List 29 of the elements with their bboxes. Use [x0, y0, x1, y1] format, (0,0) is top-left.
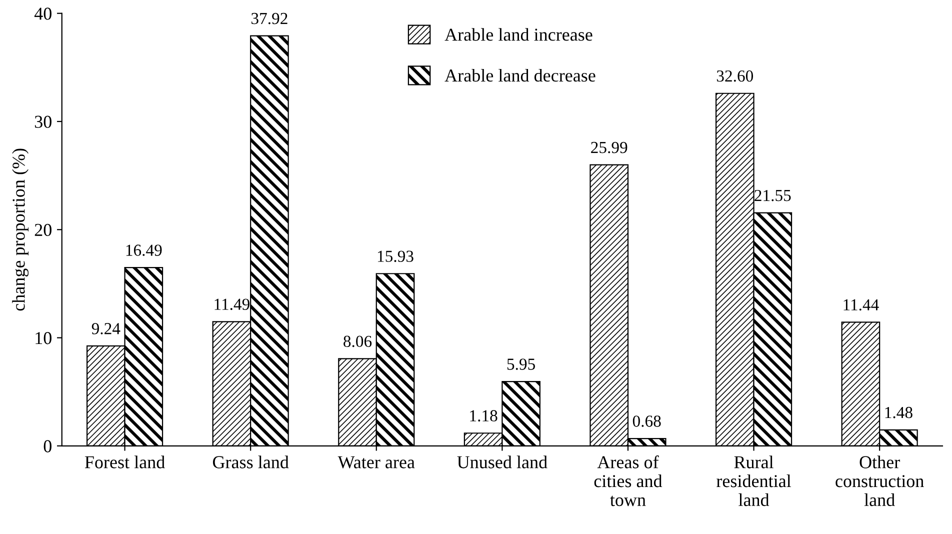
data-label: 37.92: [251, 12, 288, 24]
data-label: 21.55: [754, 190, 791, 202]
data-label: 25.99: [591, 142, 628, 154]
data-label: 5.95: [507, 358, 535, 370]
data-label: 11.49: [214, 298, 250, 310]
data-label: 15.93: [378, 250, 414, 262]
x-tick-label: Grass land: [212, 456, 289, 468]
x-tick-label: Areas of cities and town: [594, 455, 662, 506]
data-label: 11.44: [844, 299, 879, 311]
legend-label: Arable land increase: [444, 28, 592, 41]
x-tick-label: Other construction land: [836, 456, 924, 506]
y-tick-label: 20: [34, 224, 52, 236]
data-label: 16.49: [126, 244, 162, 256]
y-tick-label: 40: [34, 8, 52, 20]
data-label: 8.06: [344, 336, 372, 348]
x-tick-label: Unused land: [457, 456, 548, 468]
x-tick-label: Water area: [338, 456, 415, 468]
data-label: 1.48: [885, 406, 912, 418]
data-label: 9.24: [92, 323, 120, 334]
y-tick-label: 0: [44, 440, 52, 452]
x-tick-label: Rural residential land: [716, 456, 792, 506]
data-label: 32.60: [716, 70, 754, 82]
x-tick-label: Forest land: [84, 456, 165, 468]
y-axis-title: change proportion (%): [12, 148, 29, 311]
data-label: 1.18: [470, 410, 498, 422]
y-tick-label: 10: [36, 332, 52, 344]
data-label: 0.68: [632, 416, 661, 427]
y-tick-label: 30: [34, 116, 52, 128]
legend-label: Arable land decrease: [444, 68, 596, 82]
